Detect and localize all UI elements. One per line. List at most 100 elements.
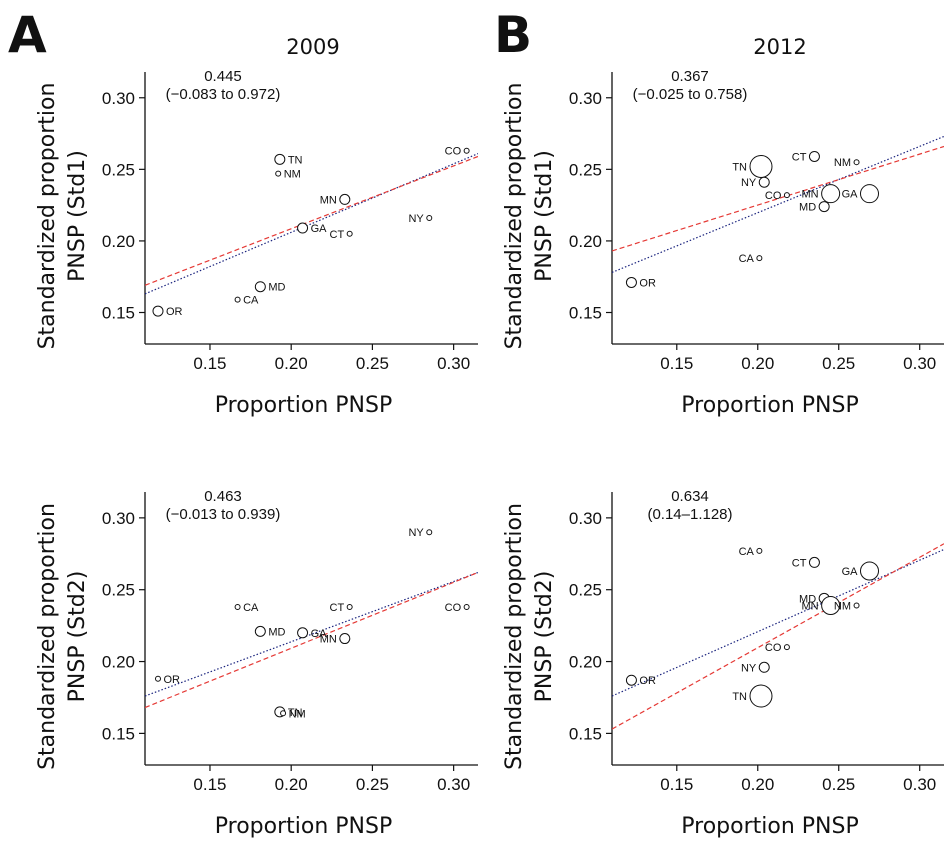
data-point-or [154, 675, 161, 682]
data-point-or [625, 674, 637, 686]
x-axis-title: Proportion PNSP [215, 393, 392, 418]
x-tick-label: 0.30 [437, 354, 470, 373]
panel-letter-b: B [494, 6, 532, 64]
data-point-ny [426, 215, 433, 222]
y-axis-title-line2: PNSP (Std2) [532, 571, 557, 703]
point-label-or: OR [166, 306, 183, 318]
data-point-md [818, 201, 830, 213]
x-tick-label: 0.25 [356, 354, 389, 373]
year-title-2012: 2012 [753, 35, 806, 59]
point-label-tn: TN [288, 154, 303, 166]
x-tick-label: 0.20 [275, 354, 308, 373]
confidence-interval: (−0.025 to 0.758) [633, 86, 748, 103]
y-tick-label: 0.25 [569, 581, 602, 600]
y-tick-label: 0.20 [102, 653, 135, 672]
point-label-ct: CT [330, 602, 345, 614]
data-point-ga [297, 222, 309, 234]
x-axis-title: Proportion PNSP [215, 814, 392, 839]
fit-line-dashed-red [612, 145, 944, 252]
y-tick-label: 0.15 [102, 724, 135, 743]
y-tick-label: 0.30 [102, 89, 135, 108]
data-point-ct [808, 556, 820, 568]
data-point-ct [346, 603, 353, 610]
data-point-co [783, 192, 790, 199]
data-point-or [625, 276, 637, 288]
data-point-mn [821, 596, 841, 616]
x-tick-label: 0.15 [660, 354, 693, 373]
point-label-mn: MN [802, 189, 819, 201]
point-label-co: CO [445, 602, 462, 614]
data-point-co [783, 644, 790, 651]
point-label-or: OR [163, 674, 180, 686]
data-point-ca [756, 547, 763, 554]
y-tick-label: 0.15 [569, 724, 602, 743]
y-tick-label: 0.15 [569, 304, 602, 323]
y-axis-title-line2: PNSP (Std1) [532, 150, 557, 282]
data-point-ny [426, 529, 433, 536]
y-axis-title-line1: Standardized proportion [35, 83, 60, 350]
x-tick-label: 0.30 [903, 775, 936, 794]
x-tick-label: 0.25 [822, 354, 855, 373]
point-label-ny: NY [741, 177, 757, 189]
correlation-value: 0.445 [204, 68, 242, 85]
fit-line-dashed-red [612, 543, 944, 730]
point-label-tn: TN [288, 707, 303, 719]
data-point-ca [234, 296, 241, 303]
point-label-md: MD [268, 626, 285, 638]
data-point-ga [297, 627, 309, 639]
y-axis-title-line1: Standardized proportion [35, 503, 60, 770]
fit-line-dashed-red [145, 571, 478, 709]
point-label-or: OR [639, 675, 656, 687]
point-label-tn: TN [732, 691, 747, 703]
data-point-ga [860, 184, 880, 204]
x-tick-label: 0.15 [193, 354, 226, 373]
point-label-md: MD [268, 282, 285, 294]
chart-panel-4: 0.15 0.20 0.25 0.30 0.15 0.20 0.25 0.30 Proporti… [502, 488, 944, 839]
data-point-ca [756, 255, 763, 262]
data-point-ga [860, 561, 880, 581]
data-point-co [463, 603, 470, 610]
correlation-value: 0.367 [671, 68, 709, 85]
chart-panel-1: 0.15 0.20 0.25 0.30 0.15 0.20 0.25 0.30 Proporti… [35, 68, 478, 418]
fit-line-dotted [612, 548, 944, 697]
point-label-nm: NM [289, 708, 306, 720]
point-label-ct: CT [792, 557, 807, 569]
correlation-value: 0.463 [204, 488, 242, 505]
point-label-ga: GA [842, 566, 859, 578]
data-point-nm [853, 159, 860, 166]
point-label-ny: NY [408, 213, 424, 225]
point-label-nm: NM [284, 169, 301, 181]
data-point-tn [749, 154, 773, 178]
panel-letter-a: A [8, 6, 47, 64]
correlation-value: 0.634 [671, 488, 709, 505]
point-label-ga: GA [311, 223, 328, 235]
point-label-ny: NY [408, 527, 424, 539]
point-label-co: CO [445, 146, 462, 158]
x-tick-label: 0.15 [193, 775, 226, 794]
point-label-md: MD [799, 593, 816, 605]
confidence-interval: (−0.083 to 0.972) [166, 86, 281, 103]
data-point-nm [280, 710, 287, 717]
y-tick-label: 0.30 [569, 89, 602, 108]
point-label-ct: CT [792, 151, 807, 163]
y-tick-label: 0.25 [102, 160, 135, 179]
data-point-ca [234, 603, 241, 610]
year-title-2009: 2009 [286, 35, 339, 59]
data-point-mn [339, 193, 351, 205]
point-label-ny: NY [741, 662, 757, 674]
point-label-md: MD [799, 202, 816, 214]
chart-panel-2: 0.15 0.20 0.25 0.30 0.15 0.20 0.25 0.30 Proporti… [502, 68, 944, 418]
data-point-ct [808, 150, 820, 162]
point-label-ga: GA [311, 628, 328, 640]
point-label-ca: CA [243, 602, 259, 614]
y-tick-label: 0.15 [102, 304, 135, 323]
y-tick-label: 0.25 [102, 581, 135, 600]
x-axis-title: Proportion PNSP [681, 393, 858, 418]
point-label-nm: NM [834, 157, 851, 169]
y-tick-label: 0.25 [569, 160, 602, 179]
data-point-ny [758, 661, 770, 673]
confidence-interval: (−0.013 to 0.939) [166, 506, 281, 523]
point-label-ga: GA [842, 189, 859, 201]
x-tick-label: 0.20 [741, 354, 774, 373]
